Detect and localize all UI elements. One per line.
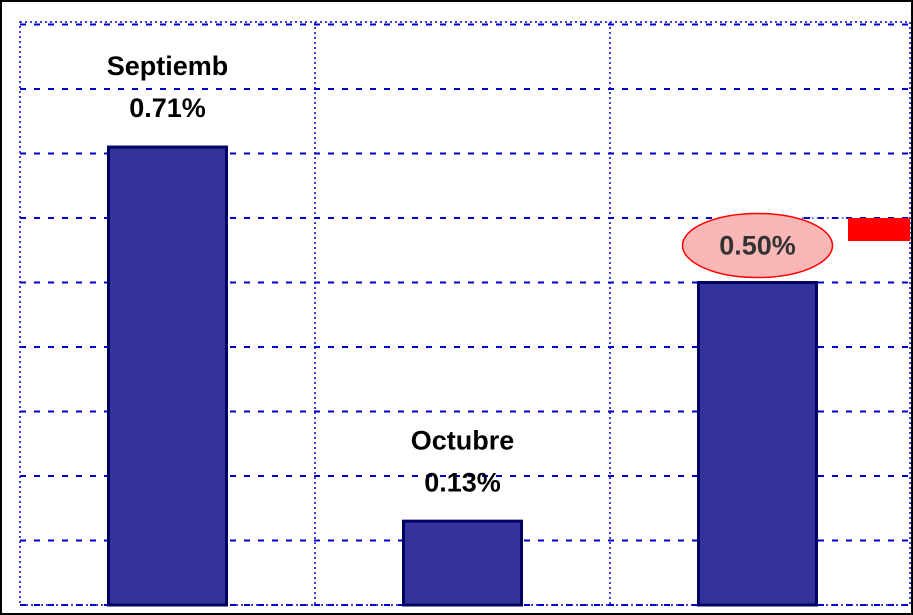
category-label: Septiemb [107,51,229,81]
bar [697,281,818,607]
bar [402,519,523,607]
value-label: 0.13% [424,467,501,497]
reference-marker [848,218,910,241]
plot-border [19,21,911,606]
value-label: 0.71% [129,93,206,123]
value-label: 0.50% [719,231,796,261]
category-label: Octubre [411,425,515,455]
bar [107,145,228,607]
label-highlight [681,212,834,279]
